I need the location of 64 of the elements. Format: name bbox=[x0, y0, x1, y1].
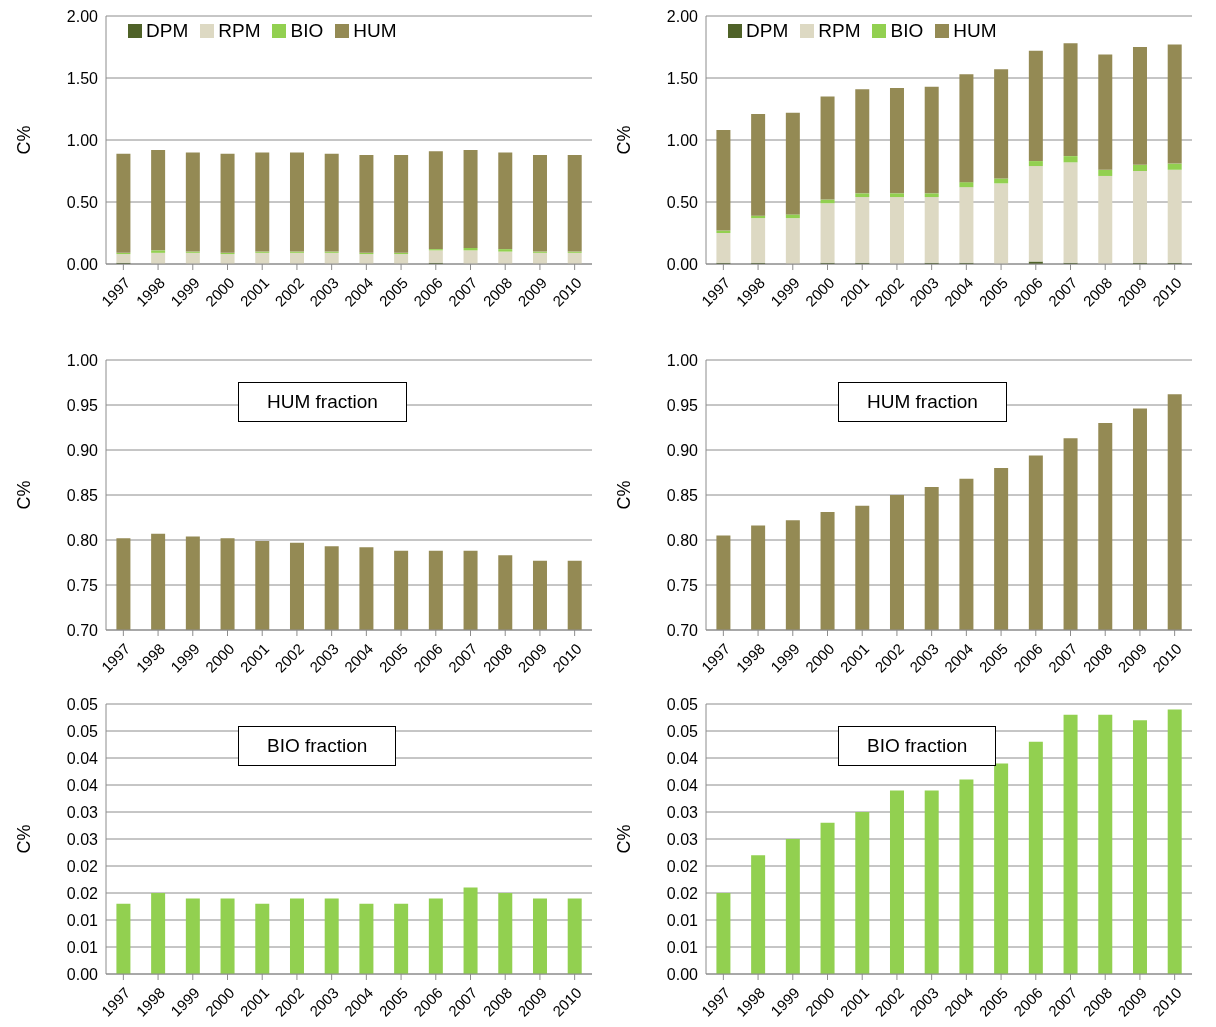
y-tick-label: 0.90 bbox=[666, 441, 699, 459]
y-tick-label: 1.00 bbox=[666, 131, 699, 149]
y-tick-label: 0.03 bbox=[666, 830, 699, 848]
y-tick-label: 0.00 bbox=[666, 255, 699, 273]
y-tick-label: 0.95 bbox=[666, 396, 699, 414]
y-tick-label: 0.95 bbox=[66, 396, 99, 414]
y-tick-label: 0.02 bbox=[66, 884, 99, 902]
y-tick-label: 0.03 bbox=[666, 803, 699, 821]
y-axis-title: C% bbox=[14, 824, 35, 854]
y-axis-title: C% bbox=[614, 824, 635, 854]
y-tick-label: 0.85 bbox=[666, 486, 699, 504]
y-tick-label: 0.02 bbox=[666, 857, 699, 875]
y-tick-label: 0.02 bbox=[666, 884, 699, 902]
y-tick-label: 0.01 bbox=[66, 911, 99, 929]
text: HUM fraction bbox=[238, 382, 407, 422]
y-tick-label: 0.75 bbox=[666, 576, 699, 594]
y-tick-label: 0.04 bbox=[666, 776, 699, 794]
y-axis-title: C% bbox=[14, 480, 35, 510]
text: BIO fraction bbox=[238, 726, 397, 766]
y-tick-label: 1.50 bbox=[666, 69, 699, 87]
legend-label: DPM bbox=[746, 20, 789, 42]
y-tick-label: 0.80 bbox=[666, 531, 699, 549]
legend-label: DPM bbox=[146, 20, 189, 42]
y-tick-label: 0.80 bbox=[66, 531, 99, 549]
text: BIO fraction bbox=[838, 726, 997, 766]
y-tick-label: 0.00 bbox=[666, 965, 699, 983]
y-tick-label: 0.90 bbox=[66, 441, 99, 459]
legend-label: HUM bbox=[353, 20, 397, 42]
y-tick-label: 0.70 bbox=[666, 621, 699, 639]
y-axis-title: C% bbox=[14, 125, 35, 155]
y-tick-label: 1.50 bbox=[66, 69, 99, 87]
legend-label: RPM bbox=[818, 20, 861, 42]
text: HUM fraction bbox=[838, 382, 1007, 422]
y-axis-title: C% bbox=[614, 480, 635, 510]
y-tick-label: 0.00 bbox=[66, 965, 99, 983]
y-tick-label: 0.04 bbox=[666, 749, 699, 767]
y-tick-label: 0.05 bbox=[66, 722, 99, 740]
legend-label: BIO bbox=[890, 20, 924, 42]
y-tick-label: 0.05 bbox=[666, 695, 699, 713]
y-tick-label: 0.70 bbox=[66, 621, 99, 639]
y-tick-label: 2.00 bbox=[66, 7, 99, 25]
y-tick-label: 0.50 bbox=[66, 193, 99, 211]
legend-label: BIO bbox=[290, 20, 324, 42]
y-tick-label: 0.05 bbox=[666, 722, 699, 740]
y-tick-label: 0.00 bbox=[66, 255, 99, 273]
y-tick-label: 0.03 bbox=[66, 803, 99, 821]
y-tick-label: 0.03 bbox=[66, 830, 99, 848]
legend-label: RPM bbox=[218, 20, 261, 42]
y-tick-label: 0.75 bbox=[66, 576, 99, 594]
y-tick-label: 1.00 bbox=[66, 131, 99, 149]
y-tick-label: 0.50 bbox=[666, 193, 699, 211]
y-tick-label: 1.00 bbox=[666, 351, 699, 369]
y-tick-label: 1.00 bbox=[66, 351, 99, 369]
y-tick-label: 0.04 bbox=[66, 776, 99, 794]
y-tick-label: 0.85 bbox=[66, 486, 99, 504]
y-axis-title: C% bbox=[614, 125, 635, 155]
y-tick-label: 0.01 bbox=[666, 911, 699, 929]
y-tick-label: 0.02 bbox=[66, 857, 99, 875]
legend-label: HUM bbox=[953, 20, 997, 42]
y-tick-label: 2.00 bbox=[666, 7, 699, 25]
y-tick-label: 0.01 bbox=[66, 938, 99, 956]
y-tick-label: 0.05 bbox=[66, 695, 99, 713]
y-tick-label: 0.04 bbox=[66, 749, 99, 767]
y-tick-label: 0.01 bbox=[666, 938, 699, 956]
